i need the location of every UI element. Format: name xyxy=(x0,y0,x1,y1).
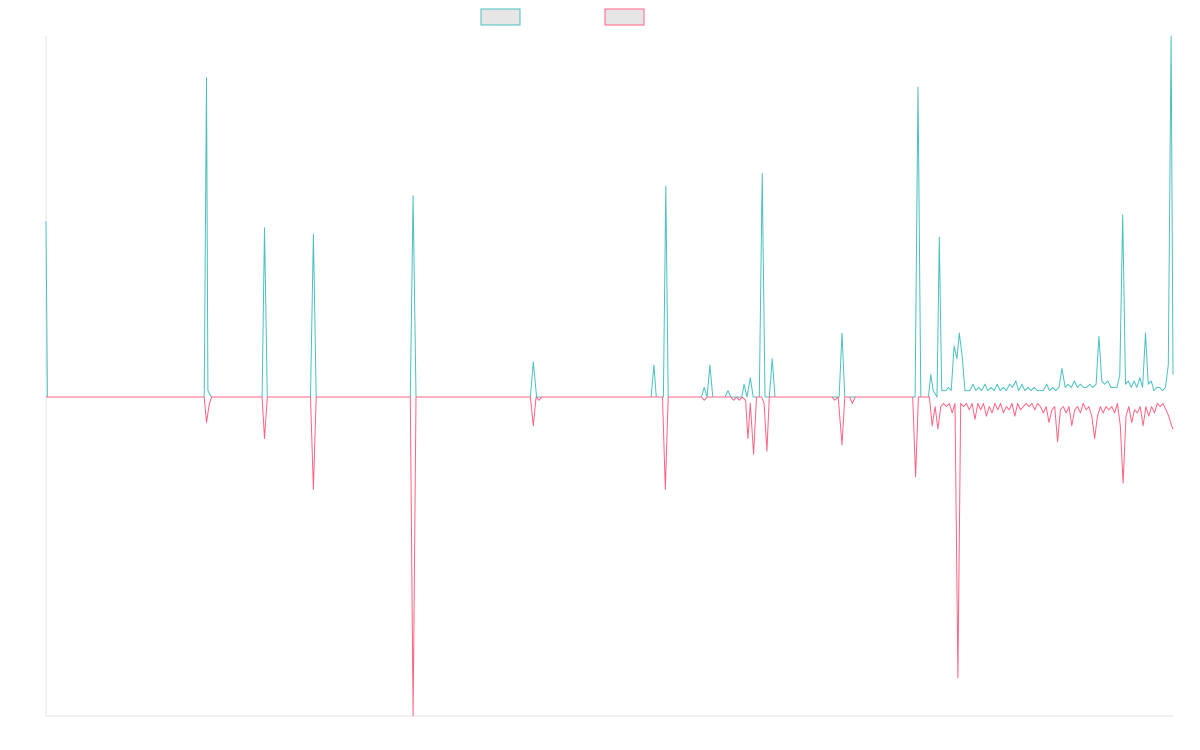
legend xyxy=(480,8,645,26)
legend-swatch-2 xyxy=(604,8,645,26)
axes xyxy=(45,36,1173,717)
series-line-1 xyxy=(45,35,1174,398)
legend-item-2[interactable] xyxy=(604,8,645,26)
legend-item-1[interactable] xyxy=(480,8,521,26)
series-layer xyxy=(45,35,1174,717)
legend-swatch-1 xyxy=(480,8,521,26)
series-line-2 xyxy=(46,396,1174,717)
